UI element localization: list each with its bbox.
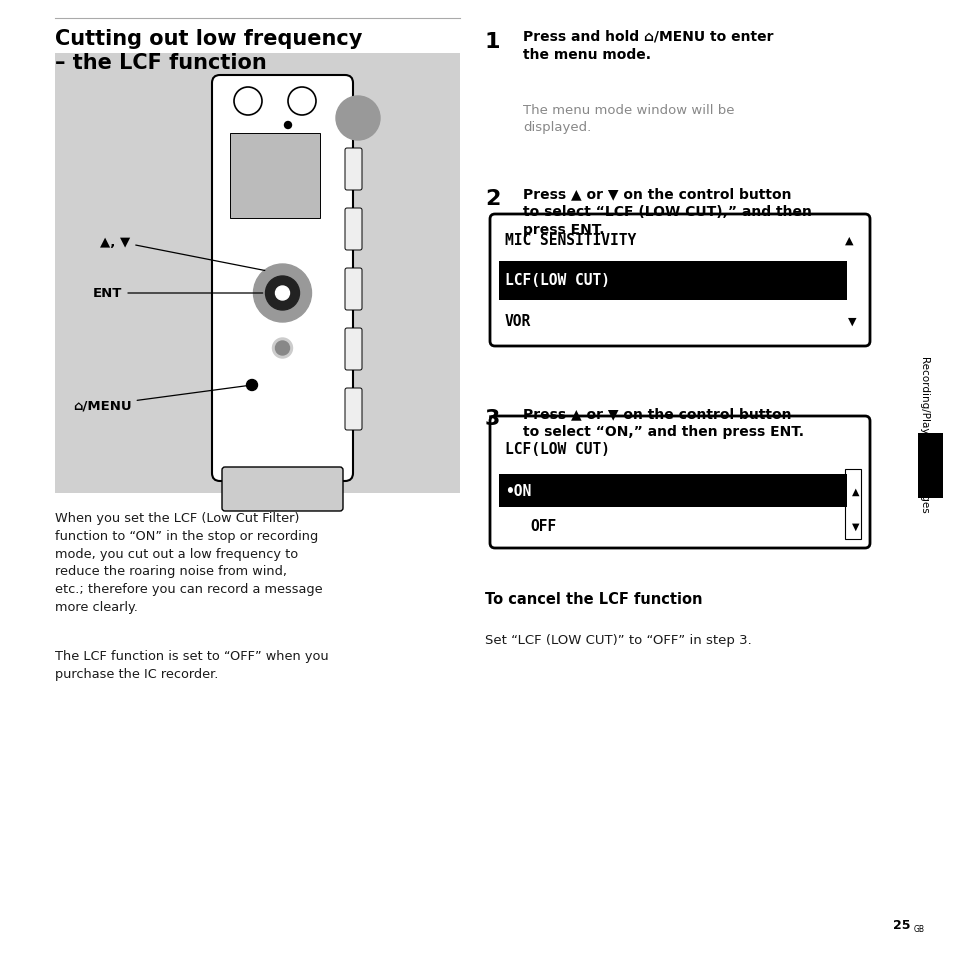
FancyBboxPatch shape (490, 214, 869, 347)
Circle shape (284, 122, 292, 130)
FancyBboxPatch shape (345, 329, 361, 371)
Bar (230, 133, 319, 219)
Bar (55, 54, 459, 494)
Text: 1: 1 (484, 32, 500, 52)
Text: 3: 3 (484, 409, 500, 429)
Text: ▲: ▲ (851, 486, 859, 496)
Text: OFF: OFF (530, 518, 556, 534)
Text: GB: GB (913, 924, 924, 933)
Text: Press and hold ⌂/MENU to enter
the menu mode.: Press and hold ⌂/MENU to enter the menu … (522, 30, 773, 62)
Text: LCF(LOW CUT): LCF(LOW CUT) (504, 441, 609, 456)
Text: ▼: ▼ (851, 521, 859, 531)
Text: Cutting out low frequency
– the LCF function: Cutting out low frequency – the LCF func… (55, 29, 362, 73)
FancyBboxPatch shape (345, 269, 361, 311)
FancyBboxPatch shape (222, 468, 343, 512)
Bar (498, 262, 846, 300)
Text: ▼: ▼ (847, 316, 856, 326)
Text: The LCF function is set to “OFF” when you
purchase the IC recorder.: The LCF function is set to “OFF” when yo… (55, 649, 328, 680)
FancyBboxPatch shape (212, 76, 353, 481)
Text: 25: 25 (892, 918, 909, 931)
FancyBboxPatch shape (345, 149, 361, 191)
Text: •ON: •ON (504, 483, 531, 498)
Text: Set “LCF (LOW CUT)” to “OFF” in step 3.: Set “LCF (LOW CUT)” to “OFF” in step 3. (484, 634, 751, 646)
Bar (498, 475, 846, 508)
Circle shape (273, 338, 293, 358)
Text: ▲: ▲ (843, 235, 852, 245)
Circle shape (275, 287, 289, 301)
Text: ⌂/MENU: ⌂/MENU (73, 386, 249, 412)
FancyBboxPatch shape (345, 389, 361, 431)
Text: The menu mode window will be
displayed.: The menu mode window will be displayed. (522, 104, 734, 133)
Circle shape (246, 380, 257, 391)
Text: LCF(LOW CUT): LCF(LOW CUT) (504, 274, 609, 288)
Circle shape (253, 265, 312, 323)
Bar (844, 470, 861, 539)
Circle shape (265, 276, 299, 311)
Text: When you set the LCF (Low Cut Filter)
function to “ON” in the stop or recording
: When you set the LCF (Low Cut Filter) fu… (55, 512, 322, 614)
FancyBboxPatch shape (345, 209, 361, 251)
FancyBboxPatch shape (490, 416, 869, 548)
Text: To cancel the LCF function: To cancel the LCF function (484, 592, 701, 606)
Bar (917, 434, 942, 498)
Text: ▲, ▼: ▲, ▼ (100, 235, 265, 272)
Text: Recording/Playback Messages: Recording/Playback Messages (919, 355, 929, 512)
Text: 2: 2 (484, 189, 500, 209)
Circle shape (275, 341, 289, 355)
Text: MIC SENSITIVITY: MIC SENSITIVITY (504, 233, 636, 248)
Text: VOR: VOR (504, 314, 531, 329)
Text: Press ▲ or ▼ on the control button
to select “ON,” and then press ENT.: Press ▲ or ▼ on the control button to se… (522, 407, 803, 438)
Text: ENT: ENT (92, 287, 262, 300)
Text: Press ▲ or ▼ on the control button
to select “LCF (LOW CUT),” and then
press ENT: Press ▲ or ▼ on the control button to se… (522, 187, 811, 236)
Circle shape (335, 97, 379, 141)
